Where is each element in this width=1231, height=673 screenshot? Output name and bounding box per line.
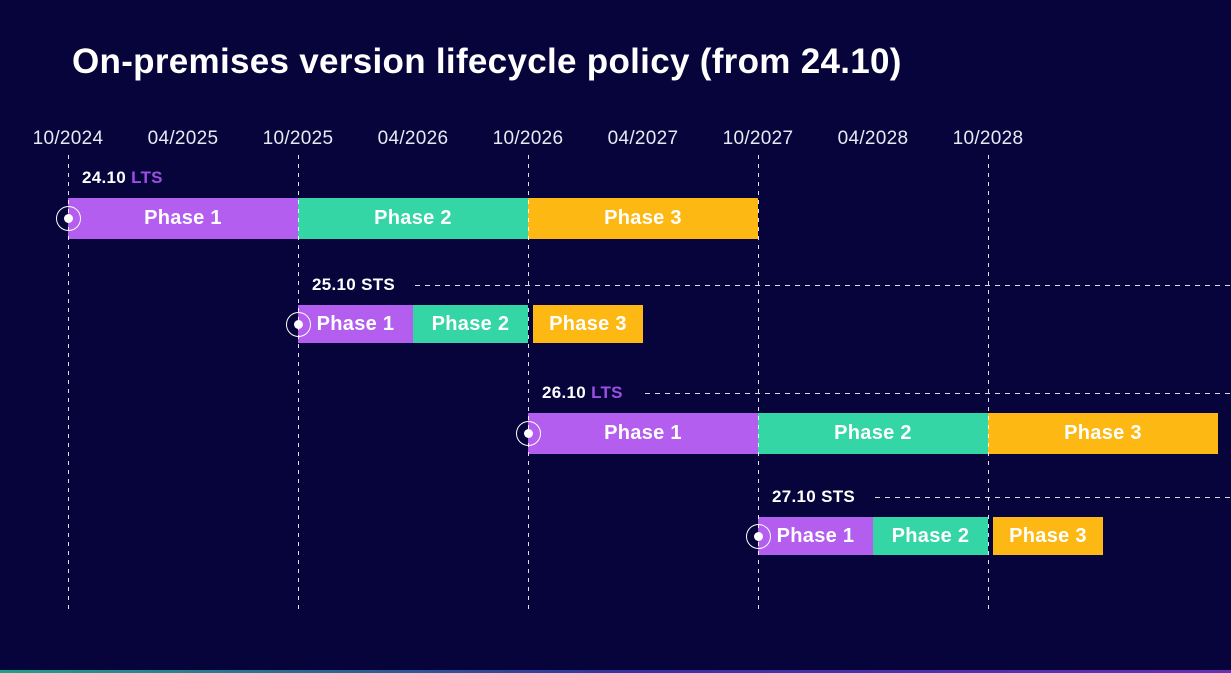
version-label: 27.10 STS (772, 487, 855, 507)
axis-tick-label: 10/2028 (952, 128, 1024, 149)
phase-bar-label: Phase 1 (316, 312, 395, 335)
release-start-circle-icon (285, 311, 311, 337)
phase-bar-label: Phase 2 (834, 422, 912, 444)
version-label: 24.10 LTS (82, 168, 163, 188)
vertical-gridline (298, 155, 299, 610)
label-leader-dashed-line (875, 497, 1231, 498)
axis-tick-label: 04/2027 (607, 128, 679, 149)
phase-bar: Phase 2 (413, 305, 528, 343)
phase-bar-label: Phase 2 (891, 524, 970, 547)
channel-tag: STS (361, 275, 396, 294)
axis-tick-label: 04/2026 (377, 128, 449, 149)
phase-bar-label: Phase 1 (776, 524, 855, 547)
version-label: 26.10 LTS (542, 383, 623, 403)
phase-bar: Phase 1 (298, 305, 413, 343)
phase-bar: Phase 3 (993, 517, 1103, 555)
axis-tick-label: 04/2025 (147, 128, 219, 149)
version-label: 25.10 STS (312, 275, 395, 295)
channel-tag: LTS (591, 383, 623, 402)
vertical-gridline (758, 155, 759, 610)
vertical-gridline (988, 155, 989, 610)
version-number: 24.10 (82, 168, 132, 187)
phase-bar: Phase 2 (298, 198, 528, 239)
version-number: 27.10 (772, 487, 822, 506)
release-start-dot (293, 319, 303, 329)
label-leader-dashed-line (415, 285, 1231, 286)
axis-tick-label: 10/2025 (262, 128, 334, 149)
phase-bar: Phase 1 (68, 198, 298, 239)
release-start-dot (523, 429, 533, 438)
phase-bar: Phase 1 (758, 517, 873, 555)
vertical-gridline (68, 155, 69, 610)
release-start-circle-icon (55, 206, 81, 231)
channel-tag: STS (821, 487, 856, 506)
release-start-circle-icon (515, 421, 541, 446)
release-start-dot (63, 214, 73, 223)
phase-bar: Phase 1 (528, 413, 758, 454)
phase-bar-label: Phase 3 (604, 207, 682, 229)
vertical-gridline (528, 155, 529, 610)
version-number: 25.10 (312, 275, 362, 294)
label-leader-dashed-line (645, 393, 1231, 394)
phase-bar: Phase 3 (988, 413, 1218, 454)
phase-bar: Phase 2 (758, 413, 988, 454)
release-start-dot (753, 531, 763, 541)
phase-bar-label: Phase 3 (1009, 524, 1087, 547)
phase-bar: Phase 3 (533, 305, 643, 343)
phase-bar-label: Phase 3 (1064, 422, 1142, 444)
phase-bar-label: Phase 1 (604, 422, 682, 444)
phase-bar: Phase 3 (528, 198, 758, 239)
axis-tick-label: 10/2024 (32, 128, 104, 149)
axis-tick-label: 04/2028 (837, 128, 909, 149)
axis-tick-label: 10/2027 (722, 128, 794, 149)
phase-bar: Phase 2 (873, 517, 988, 555)
phase-bar-label: Phase 2 (374, 207, 452, 229)
phase-bar-label: Phase 3 (549, 312, 627, 335)
channel-tag: LTS (131, 168, 163, 187)
phase-bar-label: Phase 2 (431, 312, 510, 335)
page-title: On-premises version lifecycle policy (fr… (72, 42, 902, 81)
phase-bar-label: Phase 1 (144, 207, 222, 229)
release-start-circle-icon (745, 523, 771, 549)
bottom-gradient-bar (0, 670, 1231, 673)
axis-tick-label: 10/2026 (492, 128, 564, 149)
version-number: 26.10 (542, 383, 592, 402)
